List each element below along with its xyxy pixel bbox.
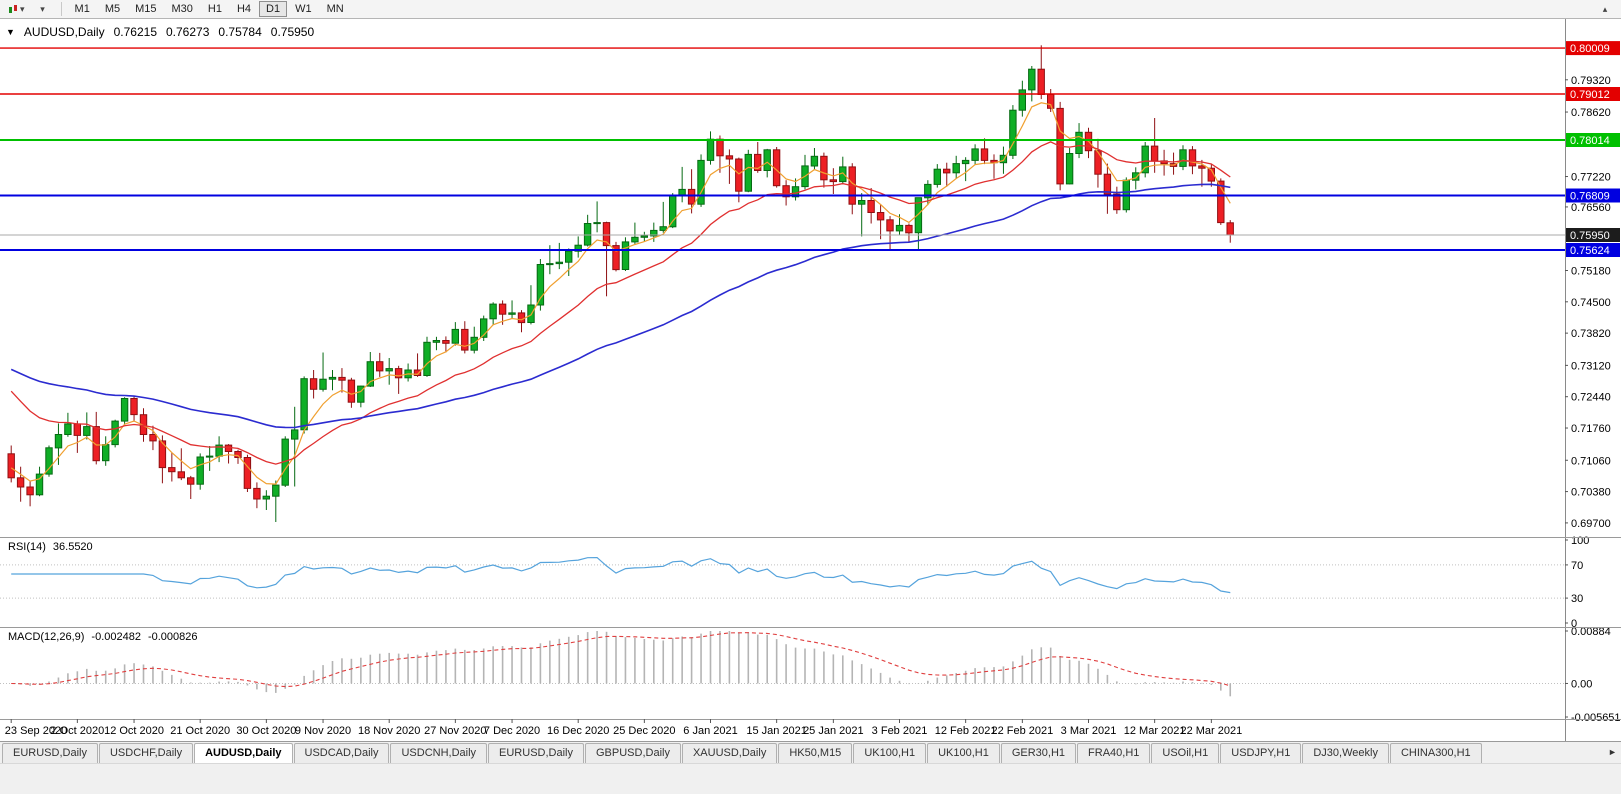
chart-tab-usdcad-daily[interactable]: USDCAD,Daily [293,743,390,763]
svg-text:0.76809: 0.76809 [1570,190,1610,202]
svg-text:12 Mar 2021: 12 Mar 2021 [1124,725,1186,737]
svg-text:0.78620: 0.78620 [1571,107,1611,119]
svg-text:0.71760: 0.71760 [1571,423,1611,435]
chart-type-button[interactable]: ▾ [4,1,29,17]
tab-scroll-right-button[interactable]: ► [1601,743,1619,761]
toolbar-separator [60,2,62,16]
timeframe-button-h4[interactable]: H4 [230,1,258,17]
svg-text:70: 70 [1571,560,1583,572]
timeframe-buttons: M1 M5 M15 M30 H1 H4 D1 W1 MN [68,1,351,17]
svg-text:15 Jan 2021: 15 Jan 2021 [746,725,807,737]
svg-text:27 Nov 2020: 27 Nov 2020 [424,725,486,737]
svg-text:6 Jan 2021: 6 Jan 2021 [683,725,737,737]
timeframe-button-m1[interactable]: M1 [68,1,97,17]
svg-text:16 Dec 2020: 16 Dec 2020 [547,725,609,737]
chart-tab-ger30-h1[interactable]: GER30,H1 [1000,743,1077,763]
ohlc-collapse-icon[interactable]: ▼ [6,27,15,37]
timeframe-button-m30[interactable]: M30 [165,1,200,17]
svg-text:0.73820: 0.73820 [1571,328,1611,340]
chart-tab-bar: EURUSD,Daily USDCHF,Daily AUDUSD,Daily USDC… [0,741,1621,763]
svg-text:0.77220: 0.77220 [1571,172,1611,184]
svg-text:3 Feb 2021: 3 Feb 2021 [872,725,928,737]
chart-tab-china300-h1[interactable]: CHINA300,H1 [1389,743,1482,763]
svg-text:0.78014: 0.78014 [1570,135,1610,147]
timeframe-button-d1[interactable]: D1 [259,1,288,17]
chart-tab-usdchf-daily[interactable]: USDCHF,Daily [98,743,194,763]
timeframe-button-m5[interactable]: M5 [98,1,127,17]
svg-text:0.73120: 0.73120 [1571,360,1611,372]
chart-tab-uk100-h1[interactable]: UK100,H1 [853,743,927,763]
svg-text:7 Dec 2020: 7 Dec 2020 [484,725,540,737]
svg-text:9 Nov 2020: 9 Nov 2020 [295,725,351,737]
chart-tab-hk50-m15[interactable]: HK50,M15 [778,743,853,763]
chart-tab-dj30-weekly[interactable]: DJ30,Weekly [1302,743,1389,763]
chart-tab-usoil-h1[interactable]: USOil,H1 [1151,743,1220,763]
chevron-down-icon: ▾ [40,3,45,14]
svg-text:21 Oct 2020: 21 Oct 2020 [170,725,230,737]
svg-text:0.00: 0.00 [1571,678,1592,690]
timeframe-button-m15[interactable]: M15 [128,1,163,17]
main-toolbar: ▾ ▾ M1 M5 M15 M30 H1 H4 D1 W1 MN ▴ [0,0,1621,19]
chart-tab-audusd-daily[interactable]: AUDUSD,Daily [194,743,293,763]
arrow-right-icon: ► [1608,747,1617,757]
svg-text:-0.005651: -0.005651 [1571,712,1621,724]
collapse-toolbar-button[interactable]: ▴ [1593,1,1617,17]
svg-text:0.71060: 0.71060 [1571,455,1611,467]
svg-text:18 Nov 2020: 18 Nov 2020 [358,725,420,737]
svg-text:12 Feb 2021: 12 Feb 2021 [935,725,997,737]
svg-text:25 Dec 2020: 25 Dec 2020 [613,725,675,737]
svg-text:0.00884: 0.00884 [1571,626,1611,638]
svg-text:0.70380: 0.70380 [1571,487,1611,499]
chart-region: 0.79320 0.78620 0.77220 0.76560 0.75180 0.745… [0,19,1621,741]
svg-text:0.75180: 0.75180 [1571,265,1611,277]
chart-tab-uk100-h1[interactable]: UK100,H1 [927,743,1000,763]
collapse-up-icon: ▴ [1602,3,1608,14]
price-chart-canvas[interactable]: 0.79320 0.78620 0.77220 0.76560 0.75180 0.745… [0,19,1621,741]
svg-text:25 Jan 2021: 25 Jan 2021 [803,725,864,737]
svg-text:0.75950: 0.75950 [1570,230,1610,242]
svg-text:0.79320: 0.79320 [1571,75,1611,87]
svg-text:2 Oct 2020: 2 Oct 2020 [50,725,104,737]
svg-text:23 Sep 2020: 23 Sep 2020 [5,725,67,737]
svg-text:3 Mar 2021: 3 Mar 2021 [1061,725,1117,737]
svg-text:30: 30 [1571,593,1583,605]
candlestick-chart-icon [8,4,19,15]
svg-text:100: 100 [1571,535,1589,547]
svg-text:0.72440: 0.72440 [1571,392,1611,404]
chart-options-dropdown-button[interactable]: ▾ [31,1,55,17]
svg-text:0.80009: 0.80009 [1570,43,1610,55]
chart-tab-usdcnh-daily[interactable]: USDCNH,Daily [390,743,488,763]
chart-tab-eurusd-daily[interactable]: EURUSD,Daily [488,743,584,763]
svg-text:0.79012: 0.79012 [1570,89,1610,101]
svg-text:0.74500: 0.74500 [1571,297,1611,309]
timeframe-button-w1[interactable]: W1 [288,1,319,17]
chart-tab-eurusd-daily[interactable]: EURUSD,Daily [2,743,98,763]
svg-text:30 Oct 2020: 30 Oct 2020 [236,725,296,737]
svg-text:22 Mar 2021: 22 Mar 2021 [1180,725,1242,737]
svg-text:0.75624: 0.75624 [1570,245,1610,257]
chart-tab-fra40-h1[interactable]: FRA40,H1 [1077,743,1151,763]
timeframe-button-h1[interactable]: H1 [201,1,229,17]
chart-tab-gbpusd-daily[interactable]: GBPUSD,Daily [585,743,681,763]
chevron-down-icon: ▾ [20,3,25,14]
svg-text:0.69700: 0.69700 [1571,518,1611,530]
chart-tab-xauusd-daily[interactable]: XAUUSD,Daily [681,743,778,763]
status-bar [0,763,1621,794]
svg-text:12 Oct 2020: 12 Oct 2020 [104,725,164,737]
svg-text:0.76560: 0.76560 [1571,202,1611,214]
chart-tab-usdjpy-h1[interactable]: USDJPY,H1 [1220,743,1302,763]
timeframe-button-mn[interactable]: MN [320,1,351,17]
svg-text:22 Feb 2021: 22 Feb 2021 [991,725,1053,737]
svg-text:0: 0 [1571,618,1577,630]
